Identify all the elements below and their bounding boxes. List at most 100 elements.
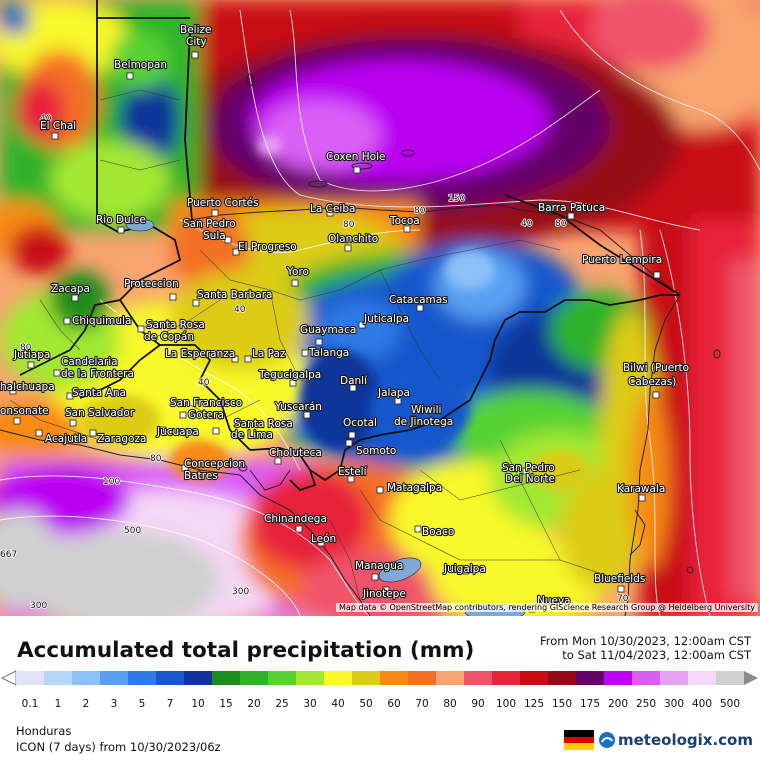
legend-label: 7 bbox=[167, 698, 174, 707]
svg-text:Candelaria: Candelaria bbox=[61, 356, 118, 368]
city-barra-patuca[interactable]: Barra Patuca bbox=[537, 201, 606, 220]
city-la-esperanza[interactable]: La Esperanza bbox=[164, 347, 239, 363]
city-el-chal[interactable]: El Chal bbox=[39, 119, 77, 140]
city-catacamas[interactable]: Catacamas bbox=[388, 293, 449, 312]
contour-label: 40 bbox=[521, 219, 533, 229]
city-yuscaran[interactable]: Yuscarán bbox=[273, 400, 323, 419]
legend-label: 5 bbox=[139, 698, 146, 707]
city-managua[interactable]: Managua bbox=[354, 559, 404, 581]
city-jutiapa[interactable]: Jutiapa bbox=[12, 348, 51, 369]
svg-text:de Copán: de Copán bbox=[144, 331, 194, 343]
city-santa-barbara[interactable]: Santa Barbara bbox=[192, 288, 274, 307]
city-jucuapa[interactable]: Jucuapa bbox=[155, 425, 200, 439]
svg-text:Sula: Sula bbox=[203, 230, 226, 242]
legend-swatch bbox=[408, 671, 437, 685]
city-jinotepe[interactable]: Jinotepe bbox=[361, 586, 407, 601]
city-coxen-hole[interactable]: Coxen Hole bbox=[325, 150, 387, 174]
city-olanchito[interactable]: Olanchito bbox=[327, 232, 379, 252]
svg-text:Jinotepe: Jinotepe bbox=[362, 588, 406, 600]
svg-text:Santa Rosa: Santa Rosa bbox=[234, 418, 293, 430]
svg-text:Rio Dulce: Rio Dulce bbox=[96, 214, 146, 226]
legend-swatch bbox=[352, 671, 381, 685]
city-sonsonate[interactable]: onsonate bbox=[0, 404, 50, 425]
svg-text:San Pedro: San Pedro bbox=[502, 462, 555, 474]
legend-swatch bbox=[212, 671, 241, 685]
city-ocotal[interactable]: Ocotal bbox=[342, 416, 378, 439]
city-belmopan[interactable]: Belmopan bbox=[113, 58, 168, 80]
svg-text:Proteccion: Proteccion bbox=[124, 278, 179, 290]
city-bluefields[interactable]: Bluefields bbox=[593, 572, 646, 593]
city-rio-dulce[interactable]: Rio Dulce bbox=[95, 213, 147, 234]
svg-text:Santa Ana: Santa Ana bbox=[72, 387, 126, 399]
svg-text:Zacapa: Zacapa bbox=[51, 283, 90, 295]
svg-text:Chinandega: Chinandega bbox=[264, 513, 327, 525]
precipitation-map[interactable]: 40 80 150 80 40 80 40 80 40 80 100 500 3… bbox=[0, 0, 760, 616]
svg-text:Santa Barbara: Santa Barbara bbox=[197, 289, 272, 301]
legend-label: 80 bbox=[443, 698, 456, 707]
contour-label: 80 bbox=[20, 343, 32, 353]
svg-text:de la Frontera: de la Frontera bbox=[61, 368, 134, 380]
city-jalapa[interactable]: Jalapa bbox=[376, 386, 411, 405]
city-puerto-lempira[interactable]: Puerto Lempira bbox=[581, 253, 663, 279]
city-juigalpa[interactable]: Juigalpa bbox=[442, 562, 487, 576]
city-choluteca[interactable]: Choluteca bbox=[268, 446, 323, 465]
city-esteli[interactable]: Estelí bbox=[337, 465, 369, 483]
legend-swatch bbox=[576, 671, 605, 685]
city-juticalpa[interactable]: Juticalpa bbox=[358, 312, 410, 329]
legend-swatch bbox=[548, 671, 577, 685]
svg-text:Juticalpa: Juticalpa bbox=[363, 313, 409, 325]
german-flag-icon bbox=[564, 730, 594, 751]
city-santa-ana[interactable]: Santa Ana bbox=[66, 386, 127, 400]
contour-label: 40 bbox=[40, 114, 52, 124]
brand-logo[interactable]: meteologix.com bbox=[564, 730, 753, 751]
city-leon[interactable]: León bbox=[310, 532, 337, 547]
city-la-paz[interactable]: La Paz bbox=[244, 347, 287, 363]
contour-label: 500 bbox=[124, 526, 141, 536]
city-acajutla[interactable]: Acajutla bbox=[35, 429, 88, 446]
city-boaco[interactable]: Boaco bbox=[414, 525, 455, 539]
city-san-salvador[interactable]: San Salvador bbox=[64, 406, 136, 427]
legend-label: 60 bbox=[387, 698, 400, 707]
svg-text:de Lima: de Lima bbox=[231, 429, 273, 441]
city-tegucigalpa[interactable]: Tegucigalpa bbox=[257, 368, 322, 387]
city-chalchuapa[interactable]: halchuapa bbox=[0, 380, 56, 395]
city-zaragoza[interactable]: Zaragoza bbox=[89, 429, 148, 446]
city-somoto[interactable]: Somoto bbox=[345, 439, 397, 458]
city-puerto-cortes[interactable]: Puerto Cortés bbox=[186, 196, 260, 217]
map-attribution: Map data © OpenStreetMap contributors, r… bbox=[336, 603, 758, 612]
city-chiquimula[interactable]: Chiquimula bbox=[63, 314, 132, 328]
city-zacapa[interactable]: Zacapa bbox=[50, 282, 91, 302]
city-danli[interactable]: Danlí bbox=[339, 374, 369, 392]
legend-label: 30 bbox=[303, 698, 316, 707]
city-karawala[interactable]: Karawala bbox=[616, 482, 666, 502]
svg-text:Danlí: Danlí bbox=[340, 375, 368, 387]
city-bilwi[interactable]: Bilwi (Puerto Cabezas) bbox=[622, 361, 690, 399]
city-proteccion[interactable]: Proteccion bbox=[123, 277, 180, 301]
contour-lines bbox=[0, 9, 760, 616]
city-la-ceiba[interactable]: La Ceiba bbox=[309, 202, 357, 217]
svg-text:El Chal: El Chal bbox=[40, 120, 76, 132]
legend-label: 125 bbox=[524, 698, 544, 707]
city-yoro[interactable]: Yoro bbox=[285, 265, 310, 287]
city-matagalpa[interactable]: Matagalpa bbox=[376, 481, 443, 495]
model-run: ICON (7 days) from 10/30/2023/06z bbox=[16, 740, 221, 754]
city-tocoa[interactable]: Tocoa bbox=[388, 214, 421, 233]
city-guaymaca[interactable]: Guaymaca bbox=[299, 323, 357, 346]
svg-text:Ocotal: Ocotal bbox=[343, 417, 377, 429]
svg-text:Guaymaca: Guaymaca bbox=[300, 324, 356, 336]
city-el-progreso[interactable]: El Progreso bbox=[232, 240, 298, 256]
legend-swatch bbox=[128, 671, 157, 685]
city-talanga[interactable]: Talanga bbox=[301, 346, 350, 360]
legend-arrow-high bbox=[744, 671, 758, 685]
city-chinandega[interactable]: Chinandega bbox=[263, 512, 328, 533]
contour-labels: 40 80 150 80 40 80 40 80 40 80 100 500 3… bbox=[0, 113, 629, 612]
